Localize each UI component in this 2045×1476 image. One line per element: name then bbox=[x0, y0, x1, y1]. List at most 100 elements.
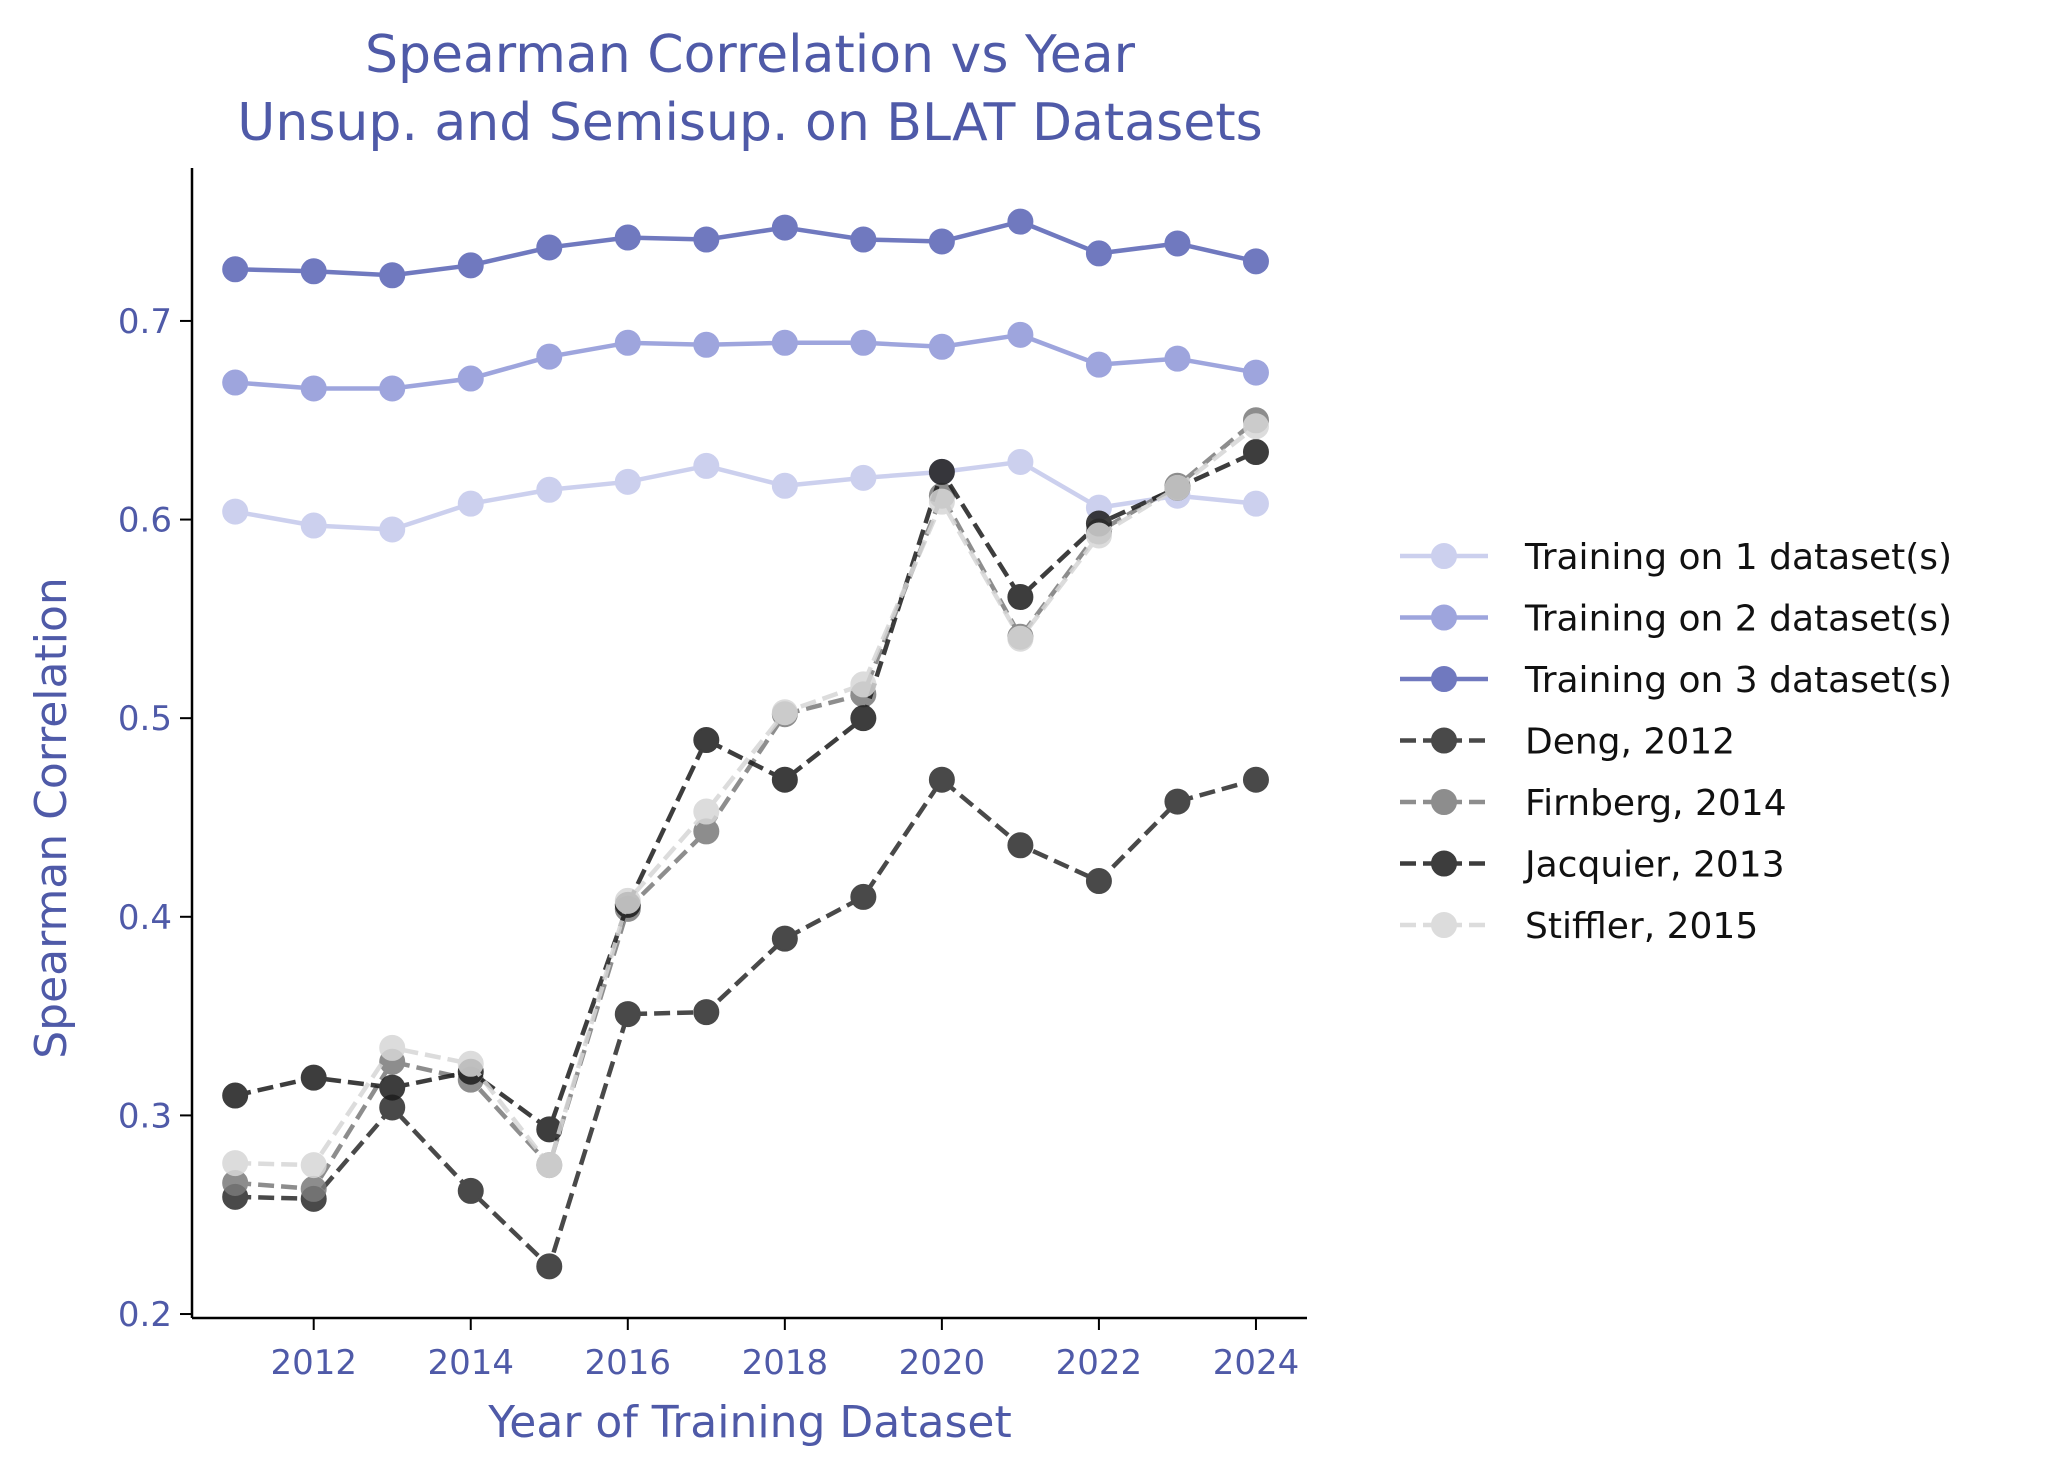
data-point bbox=[457, 490, 484, 517]
data-point bbox=[1085, 868, 1112, 895]
y-tick-label: 0.2 bbox=[118, 1295, 172, 1335]
data-point bbox=[300, 1152, 327, 1179]
data-point bbox=[1007, 208, 1034, 235]
data-point bbox=[1007, 584, 1034, 611]
y-tick-label: 0.5 bbox=[118, 699, 172, 739]
data-point bbox=[222, 256, 249, 283]
legend-label: Training on 3 dataset(s) bbox=[1524, 660, 1952, 701]
data-point bbox=[300, 1064, 327, 1091]
x-axis-label: Year of Training Dataset bbox=[487, 1397, 1011, 1448]
legend-marker bbox=[1431, 912, 1457, 938]
data-point bbox=[928, 488, 955, 515]
series-line bbox=[235, 424, 1258, 1168]
data-point bbox=[536, 343, 563, 370]
series-line bbox=[235, 777, 1257, 1269]
data-point bbox=[300, 375, 327, 402]
y-tick-label: 0.6 bbox=[118, 501, 172, 541]
series-3 bbox=[222, 208, 1269, 289]
data-point bbox=[536, 1152, 563, 1179]
data-point bbox=[850, 705, 877, 732]
data-point bbox=[536, 1253, 563, 1280]
y-tick-label: 0.3 bbox=[118, 1096, 172, 1136]
data-point bbox=[300, 512, 327, 539]
data-point bbox=[693, 798, 720, 825]
chart-subtitle: Unsup. and Semisup. on BLAT Datasets bbox=[237, 93, 1262, 153]
y-tick-label: 0.7 bbox=[118, 302, 172, 342]
series-line bbox=[234, 449, 1257, 1132]
data-point bbox=[1242, 413, 1269, 440]
data-point bbox=[1007, 321, 1034, 348]
data-point bbox=[222, 498, 249, 525]
legend-label: Deng, 2012 bbox=[1525, 722, 1735, 763]
data-point bbox=[693, 452, 720, 479]
data-point bbox=[928, 458, 955, 485]
series-line bbox=[235, 219, 1257, 278]
data-point bbox=[457, 1050, 484, 1077]
data-point bbox=[1242, 248, 1269, 275]
series-6 bbox=[222, 439, 1269, 1143]
data-point bbox=[771, 699, 798, 726]
x-tick-label: 2020 bbox=[899, 1343, 986, 1383]
data-point bbox=[693, 331, 720, 358]
x-tick-label: 2012 bbox=[270, 1343, 357, 1383]
legend-marker bbox=[1431, 604, 1457, 631]
y-tick-label: 0.4 bbox=[118, 898, 172, 938]
data-point bbox=[614, 887, 641, 914]
data-point bbox=[850, 226, 877, 253]
data-point bbox=[693, 226, 720, 253]
data-point bbox=[300, 1175, 327, 1202]
data-point bbox=[222, 1082, 249, 1109]
plot-area bbox=[222, 208, 1269, 1280]
legend-item bbox=[1400, 912, 1488, 938]
series-4 bbox=[222, 766, 1269, 1280]
legend: Training on 1 dataset(s) Training on 2 da… bbox=[1400, 537, 1952, 947]
series-7 bbox=[222, 413, 1269, 1179]
legend-label: Firnberg, 2014 bbox=[1525, 783, 1787, 824]
x-tick-label: 2018 bbox=[742, 1343, 829, 1383]
data-point bbox=[1007, 832, 1034, 859]
y-axis-label: Spearman Correlation bbox=[26, 577, 77, 1059]
data-point bbox=[1085, 240, 1112, 267]
data-point bbox=[1164, 474, 1191, 501]
data-point bbox=[1085, 351, 1112, 378]
data-point bbox=[1242, 359, 1269, 386]
data-point bbox=[850, 671, 877, 698]
data-point bbox=[850, 329, 877, 356]
chart-title: Spearman Correlation vs Year bbox=[365, 25, 1136, 85]
data-point bbox=[222, 1150, 249, 1177]
legend-item bbox=[1400, 850, 1488, 877]
x-tick-label: 2016 bbox=[585, 1343, 672, 1383]
series-line bbox=[234, 459, 1257, 532]
data-point bbox=[614, 224, 641, 251]
data-point bbox=[457, 252, 484, 279]
data-point bbox=[771, 925, 798, 952]
data-point bbox=[1242, 490, 1269, 517]
data-point bbox=[379, 1034, 406, 1061]
x-tick-label: 2014 bbox=[427, 1343, 514, 1383]
legend-item bbox=[1400, 604, 1488, 631]
data-point bbox=[928, 228, 955, 255]
legend-marker bbox=[1431, 850, 1457, 877]
legend-marker bbox=[1431, 666, 1457, 692]
data-point bbox=[1242, 439, 1269, 466]
series-line bbox=[235, 332, 1257, 391]
x-tick-label: 2022 bbox=[1056, 1343, 1143, 1383]
legend-item bbox=[1400, 789, 1488, 815]
data-point bbox=[614, 468, 641, 495]
data-point bbox=[1007, 448, 1034, 475]
data-point bbox=[693, 727, 720, 754]
data-point bbox=[614, 1001, 641, 1028]
data-point bbox=[771, 766, 798, 793]
data-point bbox=[379, 1074, 406, 1101]
data-point bbox=[771, 329, 798, 356]
data-point bbox=[536, 476, 563, 503]
data-point bbox=[457, 365, 484, 392]
series-2 bbox=[222, 321, 1269, 402]
legend-marker bbox=[1431, 789, 1457, 815]
legend-label: Jacquier, 2013 bbox=[1523, 845, 1785, 886]
data-point bbox=[928, 766, 955, 793]
legend-label: Training on 1 dataset(s) bbox=[1524, 537, 1952, 578]
data-point bbox=[379, 375, 406, 402]
